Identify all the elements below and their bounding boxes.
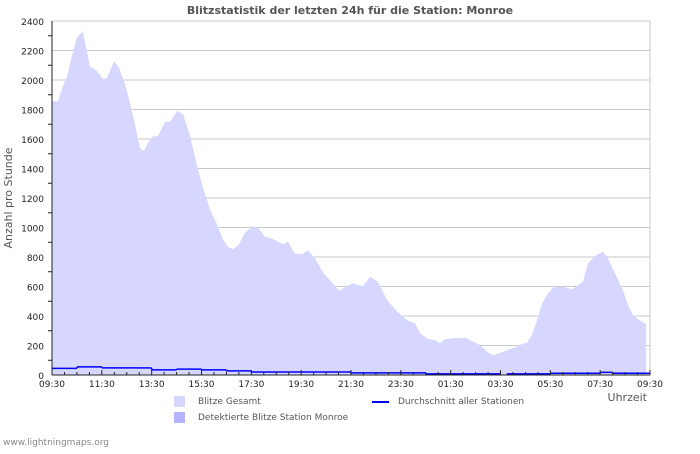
y-tick-label: 1600 <box>21 136 44 146</box>
legend-swatch-total <box>174 396 185 407</box>
x-tick-label: 23:30 <box>388 380 414 390</box>
y-tick-label: 0 <box>38 372 44 382</box>
x-tick-label: 11:30 <box>89 380 115 390</box>
y-tick-label: 1200 <box>21 195 44 205</box>
x-tick-label: 07:30 <box>587 380 613 390</box>
y-tick-label: 400 <box>27 313 44 323</box>
y-tick-label: 1400 <box>21 166 44 176</box>
chart-title: Blitzstatistik der letzten 24h für die S… <box>187 4 513 17</box>
x-tick-label: 03:30 <box>488 380 514 390</box>
legend-swatch-station <box>174 412 185 423</box>
y-tick-label: 2000 <box>21 77 44 87</box>
footer-link[interactable]: www.lightningmaps.org <box>3 438 109 448</box>
x-tick-label: 15:30 <box>189 380 215 390</box>
legend-label-station: Detektierte Blitze Station Monroe <box>198 412 349 423</box>
x-tick-label: 09:30 <box>39 380 65 390</box>
y-tick-label: 2200 <box>21 48 44 58</box>
legend-item-total: Blitze Gesamt <box>174 396 261 407</box>
y-tick-label: 800 <box>27 254 44 264</box>
x-tick-label: 09:30 <box>637 380 663 390</box>
legend-label-total: Blitze Gesamt <box>198 396 261 407</box>
x-tick-label: 17:30 <box>238 380 264 390</box>
y-tick-label: 1000 <box>21 225 44 235</box>
legend-label-average: Durchschnitt aller Stationen <box>398 397 525 407</box>
x-tick-label: 01:30 <box>438 380 464 390</box>
x-tick-label: 19:30 <box>288 380 314 390</box>
y-tick-label: 600 <box>27 284 44 294</box>
x-tick-label: 13:30 <box>139 380 165 390</box>
y-tick-label: 1800 <box>21 107 44 117</box>
x-axis-label: Uhrzeit <box>608 391 648 404</box>
legend-item-station: Detektierte Blitze Station Monroe <box>174 412 348 423</box>
area-blitze-gesamt <box>52 31 647 376</box>
x-tick-label: 05:30 <box>537 380 563 390</box>
y-tick-label: 2400 <box>21 18 44 28</box>
legend-item-average: Durchschnitt aller Stationen <box>372 397 524 407</box>
y-axis-label: Anzahl pro Stunde <box>2 147 15 248</box>
y-tick-label: 200 <box>27 343 44 353</box>
x-tick-label: 21:30 <box>338 380 364 390</box>
legend-line-average <box>372 401 389 403</box>
